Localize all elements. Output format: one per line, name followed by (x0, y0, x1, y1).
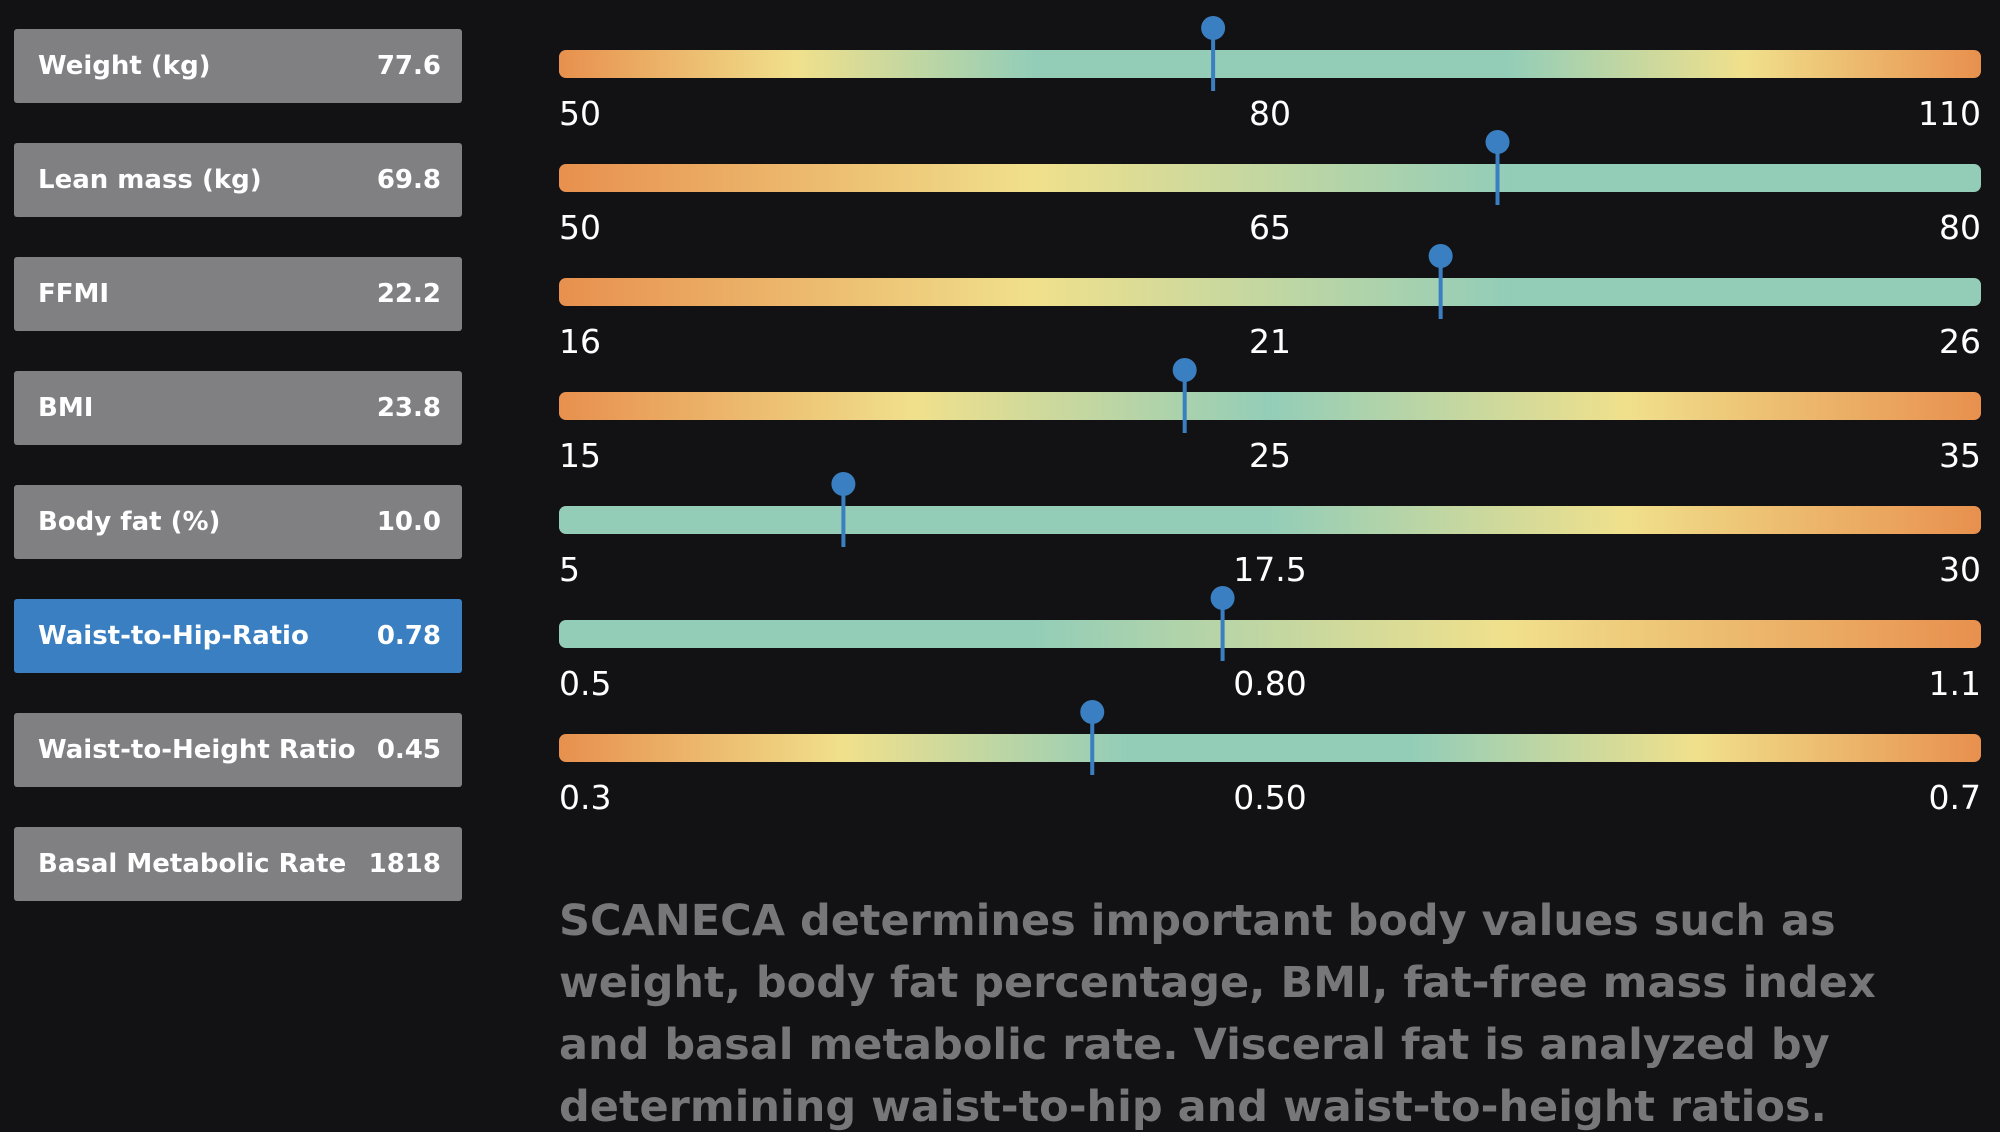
gauge-bar (559, 506, 1981, 534)
marker-head (1210, 586, 1235, 610)
tick-label: 26 (1939, 322, 1981, 361)
metric-label: BMI (38, 393, 94, 423)
metric-label: Body fat (%) (38, 507, 221, 537)
metric-button[interactable]: Weight (kg) 77.6 (14, 29, 462, 103)
tick-label: 80 (1249, 94, 1291, 133)
marker-head (1172, 358, 1197, 382)
metric-value: 22.2 (376, 279, 441, 309)
metric-value: 77.6 (376, 51, 441, 81)
gauge-bar (559, 50, 1981, 78)
tick-label: 0.80 (1233, 664, 1306, 703)
metric-button[interactable]: Waist-to-Hip-Ratio 0.78 (14, 599, 462, 673)
metric-button[interactable]: Waist-to-Height Ratio 0.45 (14, 713, 462, 787)
metric-label: FFMI (38, 279, 110, 309)
tick-label: 17.5 (1233, 550, 1306, 589)
metric-label: Lean mass (kg) (38, 165, 262, 195)
metric-button[interactable]: Basal Metabolic Rate 1818 (14, 827, 462, 901)
tick-label: 50 (559, 94, 601, 133)
tick-label: 0.3 (559, 778, 611, 817)
tick-label: 0.5 (559, 664, 611, 703)
metric-value: 0.45 (376, 735, 441, 765)
metric-label: Weight (kg) (38, 51, 211, 81)
tick-label: 0.7 (1929, 778, 1981, 817)
metric-value: 23.8 (376, 393, 441, 423)
tick-label: 50 (559, 208, 601, 247)
marker-head (831, 472, 856, 496)
metric-button[interactable]: Lean mass (kg) 69.8 (14, 143, 462, 217)
tick-label: 16 (559, 322, 601, 361)
metric-value: 0.78 (376, 621, 441, 651)
tick-label: 1.1 (1929, 664, 1981, 703)
tick-label: 65 (1249, 208, 1291, 247)
tick-label: 35 (1939, 436, 1981, 475)
tick-label: 0.50 (1233, 778, 1306, 817)
gauge-bar (559, 734, 1981, 762)
tick-label: 15 (559, 436, 601, 475)
metric-value: 69.8 (376, 165, 441, 195)
tick-label: 21 (1249, 322, 1291, 361)
gauge-bar (559, 392, 1981, 420)
metric-button[interactable]: Body fat (%) 10.0 (14, 485, 462, 559)
marker-head (1080, 700, 1105, 724)
marker-head (1485, 130, 1510, 154)
description: SCANECA determines important body values… (559, 896, 1876, 1132)
tick-label: 25 (1249, 436, 1291, 475)
tick-label: 110 (1918, 94, 1981, 133)
gauge-bar (559, 620, 1981, 648)
marker-head (1201, 16, 1226, 40)
tick-label: 5 (559, 550, 580, 589)
marker-head (1428, 244, 1453, 268)
tick-label: 30 (1939, 550, 1981, 589)
metric-value: 1818 (368, 849, 441, 879)
metric-label: Basal Metabolic Rate (38, 849, 347, 879)
metric-button[interactable]: FFMI 22.2 (14, 257, 462, 331)
metric-value: 10.0 (376, 507, 441, 537)
metric-button[interactable]: BMI 23.8 (14, 371, 462, 445)
metric-label: Waist-to-Height Ratio (38, 735, 356, 765)
metric-label: Waist-to-Hip-Ratio (38, 621, 309, 651)
tick-label: 80 (1939, 208, 1981, 247)
gauge-bar (559, 278, 1981, 306)
gauges: 50 80 110 50 65 80 16 21 26 15 25 35 5 17.5 30 0.5 0.80 1… (559, 16, 1981, 817)
gauge-bar (559, 164, 1981, 192)
